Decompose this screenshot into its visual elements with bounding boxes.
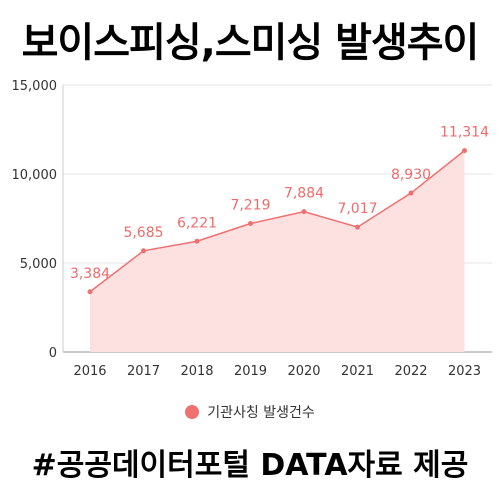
data-label: 11,314 <box>440 125 489 141</box>
data-label: 5,685 <box>123 225 163 241</box>
data-point <box>408 190 414 196</box>
legend: 기관사칭 발생건수 <box>0 402 500 422</box>
series-area <box>90 150 465 352</box>
data-point <box>141 248 146 254</box>
y-tick-label: 0 <box>49 346 57 361</box>
y-tick-label: 10,000 <box>12 168 58 183</box>
x-tick-label: 2022 <box>394 364 427 379</box>
data-label: 7,884 <box>284 186 324 202</box>
footer-caption: #공공데이터포털 DATA자료 제공 <box>31 448 469 483</box>
x-tick-label: 2023 <box>448 364 481 379</box>
x-tick-label: 2021 <box>341 364 374 379</box>
data-point <box>355 224 360 230</box>
series-line <box>89 150 465 293</box>
data-label: 6,221 <box>177 215 217 231</box>
data-point <box>462 148 467 154</box>
y-tick-label: 5,000 <box>20 257 57 272</box>
x-tick-label: 2019 <box>234 364 267 379</box>
data-label: 7,017 <box>337 201 377 217</box>
data-point <box>194 238 200 244</box>
legend-marker <box>185 405 200 419</box>
data-label: 7,219 <box>230 198 270 214</box>
data-point <box>301 209 307 215</box>
data-label: 3,384 <box>70 266 110 282</box>
y-tick-label: 15,000 <box>12 79 58 94</box>
page-title: 보이스피싱,스미싱 발생추이 <box>21 20 480 66</box>
x-tick-label: 2016 <box>73 364 106 379</box>
legend-label: 기관사칭 발생건수 <box>207 405 315 421</box>
data-point <box>248 221 253 227</box>
data-point <box>87 289 93 295</box>
x-tick-label: 2017 <box>127 364 160 379</box>
x-tick-label: 2018 <box>180 364 213 379</box>
x-tick-label: 2020 <box>287 364 320 379</box>
data-label: 8,930 <box>391 167 431 183</box>
